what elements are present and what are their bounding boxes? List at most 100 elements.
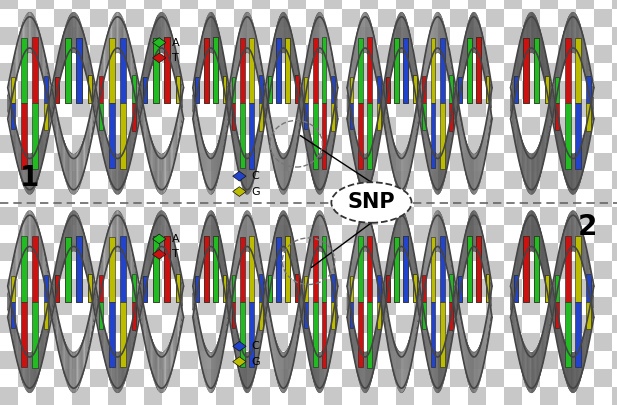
Bar xyxy=(486,0,504,9)
Polygon shape xyxy=(166,149,167,190)
Polygon shape xyxy=(434,350,435,391)
Polygon shape xyxy=(178,113,179,143)
FancyBboxPatch shape xyxy=(240,38,245,103)
Bar xyxy=(72,297,90,315)
Bar xyxy=(576,279,594,297)
Bar xyxy=(108,351,126,369)
Bar xyxy=(288,315,306,333)
Polygon shape xyxy=(458,108,460,136)
Polygon shape xyxy=(428,33,429,71)
Polygon shape xyxy=(117,12,118,53)
Bar xyxy=(36,9,54,27)
Polygon shape xyxy=(239,27,240,66)
Bar xyxy=(234,225,252,243)
Polygon shape xyxy=(372,226,373,265)
Polygon shape xyxy=(107,227,109,266)
Polygon shape xyxy=(397,15,399,56)
Polygon shape xyxy=(177,57,178,89)
Bar xyxy=(198,153,216,171)
Bar xyxy=(576,207,594,225)
FancyBboxPatch shape xyxy=(32,103,38,169)
Polygon shape xyxy=(240,222,241,262)
Polygon shape xyxy=(484,325,486,360)
Polygon shape xyxy=(238,230,239,268)
Polygon shape xyxy=(193,293,194,316)
Bar xyxy=(468,45,486,63)
Bar xyxy=(108,369,126,387)
Polygon shape xyxy=(462,324,463,359)
Polygon shape xyxy=(431,21,433,62)
Polygon shape xyxy=(363,12,365,53)
Polygon shape xyxy=(103,247,104,281)
Polygon shape xyxy=(330,244,331,279)
Polygon shape xyxy=(115,152,116,194)
Polygon shape xyxy=(265,88,267,111)
Polygon shape xyxy=(371,24,372,64)
Polygon shape xyxy=(376,324,377,358)
Polygon shape xyxy=(120,14,122,55)
Bar xyxy=(126,135,144,153)
Bar xyxy=(450,225,468,243)
Polygon shape xyxy=(243,214,244,255)
Bar xyxy=(198,243,216,261)
Polygon shape xyxy=(107,337,109,376)
Polygon shape xyxy=(57,117,58,148)
Polygon shape xyxy=(25,350,27,390)
Polygon shape xyxy=(482,333,484,370)
Polygon shape xyxy=(71,211,72,252)
Polygon shape xyxy=(50,86,51,109)
Bar xyxy=(180,243,198,261)
FancyBboxPatch shape xyxy=(476,236,481,302)
Polygon shape xyxy=(311,31,312,69)
Polygon shape xyxy=(254,26,255,65)
Bar xyxy=(414,45,432,63)
Bar xyxy=(522,243,540,261)
Polygon shape xyxy=(111,346,112,386)
Polygon shape xyxy=(157,150,158,192)
Polygon shape xyxy=(117,211,118,251)
Polygon shape xyxy=(211,211,212,252)
Polygon shape xyxy=(170,26,171,66)
FancyBboxPatch shape xyxy=(367,236,372,302)
Bar xyxy=(54,117,72,135)
Polygon shape xyxy=(330,126,331,161)
Polygon shape xyxy=(228,284,229,308)
Polygon shape xyxy=(252,19,253,60)
Bar xyxy=(594,171,612,189)
Polygon shape xyxy=(164,350,165,392)
Polygon shape xyxy=(244,14,245,55)
Bar xyxy=(594,63,612,81)
Bar xyxy=(306,117,324,135)
Bar xyxy=(576,297,594,315)
Polygon shape xyxy=(173,40,175,76)
Bar xyxy=(558,99,576,117)
Polygon shape xyxy=(220,332,221,369)
FancyBboxPatch shape xyxy=(467,237,472,302)
Bar xyxy=(180,117,198,135)
FancyBboxPatch shape xyxy=(164,37,170,103)
Polygon shape xyxy=(194,298,195,323)
Bar xyxy=(36,27,54,45)
Polygon shape xyxy=(31,153,32,194)
Polygon shape xyxy=(460,117,462,149)
Bar xyxy=(324,81,342,99)
Bar xyxy=(396,0,414,9)
Polygon shape xyxy=(308,46,309,81)
Polygon shape xyxy=(62,134,63,171)
Polygon shape xyxy=(281,13,282,54)
Bar xyxy=(18,81,36,99)
Polygon shape xyxy=(370,219,371,259)
Polygon shape xyxy=(10,75,11,102)
Bar xyxy=(216,297,234,315)
Polygon shape xyxy=(137,278,138,304)
Polygon shape xyxy=(138,285,139,309)
Bar xyxy=(270,315,288,333)
Polygon shape xyxy=(306,117,307,149)
Bar xyxy=(450,387,468,405)
Bar xyxy=(90,63,108,81)
Polygon shape xyxy=(479,221,481,261)
Polygon shape xyxy=(421,105,423,132)
FancyBboxPatch shape xyxy=(88,75,93,103)
FancyBboxPatch shape xyxy=(586,76,591,103)
Polygon shape xyxy=(409,228,410,267)
